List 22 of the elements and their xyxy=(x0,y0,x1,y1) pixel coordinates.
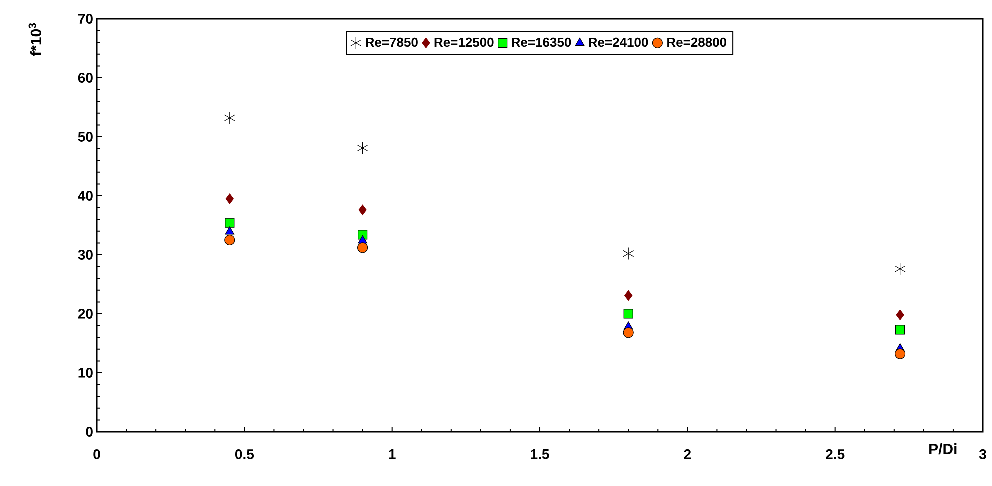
x-tick-label: 0 xyxy=(94,450,100,460)
legend-label: Re=28800 xyxy=(668,38,727,48)
y-tick-label: 40 xyxy=(78,191,93,201)
x-tick-label: 3 xyxy=(979,450,986,460)
y-axis-title: f*10$^{3}$ xyxy=(28,23,42,56)
y-tick-label: 10 xyxy=(78,368,93,378)
legend-label: Re=24100 xyxy=(589,38,648,48)
y-tick-label: 30 xyxy=(78,250,93,260)
legend-label: Re=7850 xyxy=(366,38,418,48)
x-axis-title: P/Di xyxy=(930,444,957,455)
x-tick-label: 1 xyxy=(389,450,396,460)
legend-label: Re=12500 xyxy=(434,38,494,48)
legend-label: Re=16350 xyxy=(512,38,572,48)
x-tick-label: 2.5 xyxy=(826,450,845,460)
y-tick-label: 50 xyxy=(78,132,93,142)
x-tick-label: 1.5 xyxy=(531,450,550,460)
y-tick-label: 20 xyxy=(78,309,93,319)
y-tick-label: 70 xyxy=(78,14,93,24)
y-tick-label: 0 xyxy=(86,427,93,437)
x-tick-label: 2 xyxy=(684,450,692,460)
x-tick-label: 0.5 xyxy=(235,450,254,460)
y-tick-label: 60 xyxy=(78,73,93,83)
